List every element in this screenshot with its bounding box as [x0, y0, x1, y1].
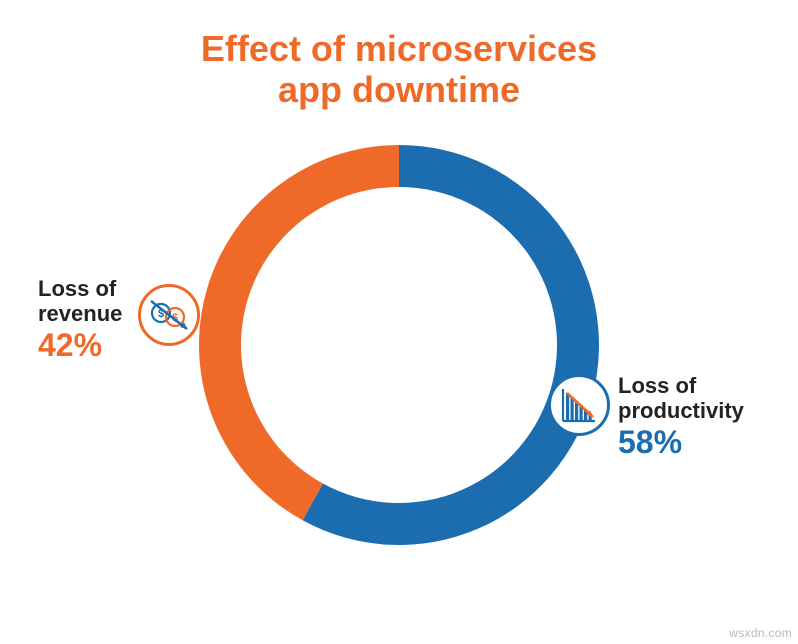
productivity-label: Loss of productivity 58% [618, 373, 744, 461]
donut-svg [199, 145, 599, 545]
productivity-icon-badge [548, 374, 610, 436]
revenue-percent: 42% [38, 327, 122, 364]
productivity-label-line2: productivity [618, 398, 744, 423]
chart-title-line1: Effect of microservices [201, 28, 597, 69]
productivity-percent: 58% [618, 424, 744, 461]
productivity-label-line1: Loss of [618, 373, 744, 398]
chart-title: Effect of microservices app downtime [0, 28, 798, 111]
donut-slice-revenue [199, 145, 399, 520]
money-loss-icon: $ $ [147, 295, 191, 335]
revenue-label-line2: revenue [38, 301, 122, 326]
watermark-text: wsxdn.com [729, 626, 792, 640]
chart-title-line2: app downtime [278, 69, 520, 110]
donut-chart [199, 145, 599, 545]
declining-bars-icon [559, 385, 599, 425]
revenue-icon-badge: $ $ [138, 284, 200, 346]
revenue-label-line1: Loss of [38, 276, 122, 301]
revenue-label: Loss of revenue 42% [38, 276, 122, 364]
donut-slice-productivity [303, 145, 599, 545]
